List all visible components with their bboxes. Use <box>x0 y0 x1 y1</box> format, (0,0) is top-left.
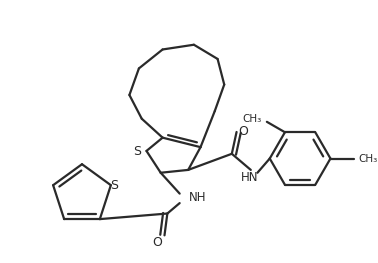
Text: O: O <box>238 124 248 138</box>
Text: S: S <box>133 145 141 158</box>
Text: CH₃: CH₃ <box>243 114 262 124</box>
Text: S: S <box>110 179 118 192</box>
Text: CH₃: CH₃ <box>358 154 377 164</box>
Text: O: O <box>152 236 162 249</box>
Text: HN: HN <box>241 171 259 184</box>
Text: NH: NH <box>189 191 207 204</box>
